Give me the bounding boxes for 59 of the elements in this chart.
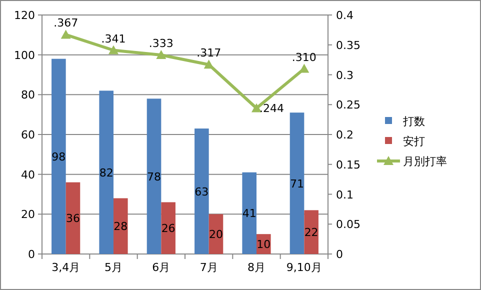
data-label: .341 <box>101 32 126 46</box>
y2-tick-label: 0.35 <box>336 38 360 52</box>
point <box>299 64 310 73</box>
x-tick-label: 8月 <box>248 261 266 274</box>
bar <box>290 112 304 254</box>
y2-tick-label: 0.4 <box>336 9 354 22</box>
data-label: 28 <box>114 220 128 234</box>
y-tick-label: 60 <box>21 128 35 142</box>
point <box>204 60 214 69</box>
point <box>156 50 166 60</box>
x-tick-label: 7月 <box>200 261 218 274</box>
data-label: 71 <box>290 177 304 190</box>
bar <box>146 98 162 254</box>
x-tick-label: 9,10月 <box>286 261 322 274</box>
data-label: .317 <box>196 46 222 60</box>
data-label: .244 <box>260 102 284 116</box>
y2-tick-label: 0.1 <box>336 188 354 202</box>
data-label: .367 <box>54 16 78 30</box>
y2-tick-label: 0.2 <box>336 128 354 142</box>
bar <box>114 198 128 254</box>
y-tick-label: 40 <box>21 168 35 182</box>
y-tick-label: 100 <box>14 48 35 62</box>
bar <box>52 58 66 254</box>
point <box>252 103 262 112</box>
y-tick-label: 0 <box>28 248 35 261</box>
bar <box>161 202 176 254</box>
x-tick-label: 3,4月 <box>52 261 80 274</box>
data-label: 82 <box>99 166 114 180</box>
bar <box>242 172 256 254</box>
x-tick-label: 5月 <box>104 261 122 274</box>
data-label: .333 <box>148 37 174 50</box>
legend-label: 打数 <box>402 115 425 128</box>
bar <box>304 210 318 254</box>
y2-tick-label: 0.15 <box>336 158 360 172</box>
x-tick-label: 6月 <box>152 261 170 274</box>
data-label: 78 <box>147 170 162 184</box>
point <box>60 30 71 39</box>
y-tick-label: 20 <box>21 208 35 222</box>
data-label: 41 <box>242 207 256 220</box>
legend-label: 月別打率 <box>403 155 447 168</box>
data-label: 20 <box>208 228 223 242</box>
bar <box>99 90 114 254</box>
legend-label: 安打 <box>403 135 425 148</box>
data-label: .310 <box>292 50 316 64</box>
point <box>108 45 118 54</box>
y2-tick-label: 0.3 <box>336 68 354 82</box>
bar <box>66 182 80 254</box>
data-label: 22 <box>304 226 318 240</box>
data-label: 26 <box>161 222 176 236</box>
data-label: 98 <box>52 150 66 164</box>
y-tick-label: 120 <box>14 9 35 22</box>
y2-tick-label: 0 <box>336 248 343 261</box>
data-label: 63 <box>194 185 209 198</box>
bar <box>194 128 209 254</box>
data-label: 10 <box>256 238 271 252</box>
y2-tick-label: 0.25 <box>336 98 360 112</box>
y-tick-label: 80 <box>21 88 35 102</box>
data-label: 36 <box>66 212 80 226</box>
y2-tick-label: 0.05 <box>336 218 360 232</box>
